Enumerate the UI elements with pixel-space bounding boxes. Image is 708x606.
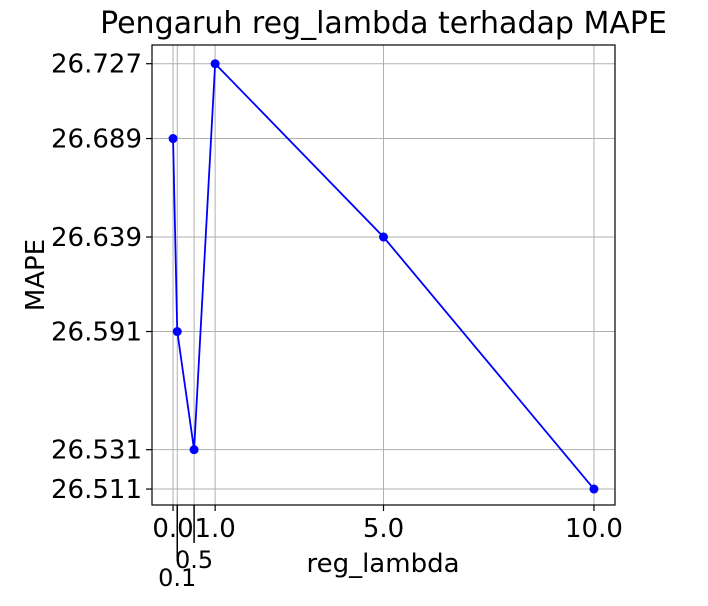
data-point [168,134,178,144]
data-point [210,59,220,69]
data-point [172,327,182,337]
y-tick-label: 26.727 [51,50,142,80]
series-group [168,59,599,494]
y-axis-label: MAPE [21,239,51,311]
y-tick-label: 26.591 [51,318,142,348]
y-tick-label: 26.639 [51,223,142,253]
x-tick-label: 0.5 [175,546,213,574]
x-axis-label: reg_lambda [306,549,459,579]
series-line [172,61,595,490]
y-tick-label: 26.689 [51,125,142,155]
x-tick-label: 0.0 [152,514,193,544]
y-tick-label: 26.511 [51,475,142,505]
x-tick-label: 0.1 [158,564,196,592]
data-point [589,484,599,494]
tick-group: 0.0 0.10.51.0 5.0 10.0 26.511 26.531 26.591 26.… [51,50,623,592]
x-tick-label: 10.0 [565,514,623,544]
data-point [189,445,199,455]
grid-lines [152,45,615,505]
chart-title: Pengaruh reg_lambda terhadap MAPE [100,6,667,41]
data-point [379,232,388,242]
x-tick-label: 1.0 [194,514,235,544]
y-tick-label: 26.531 [51,436,142,466]
x-tick-label: 5.0 [363,514,404,544]
